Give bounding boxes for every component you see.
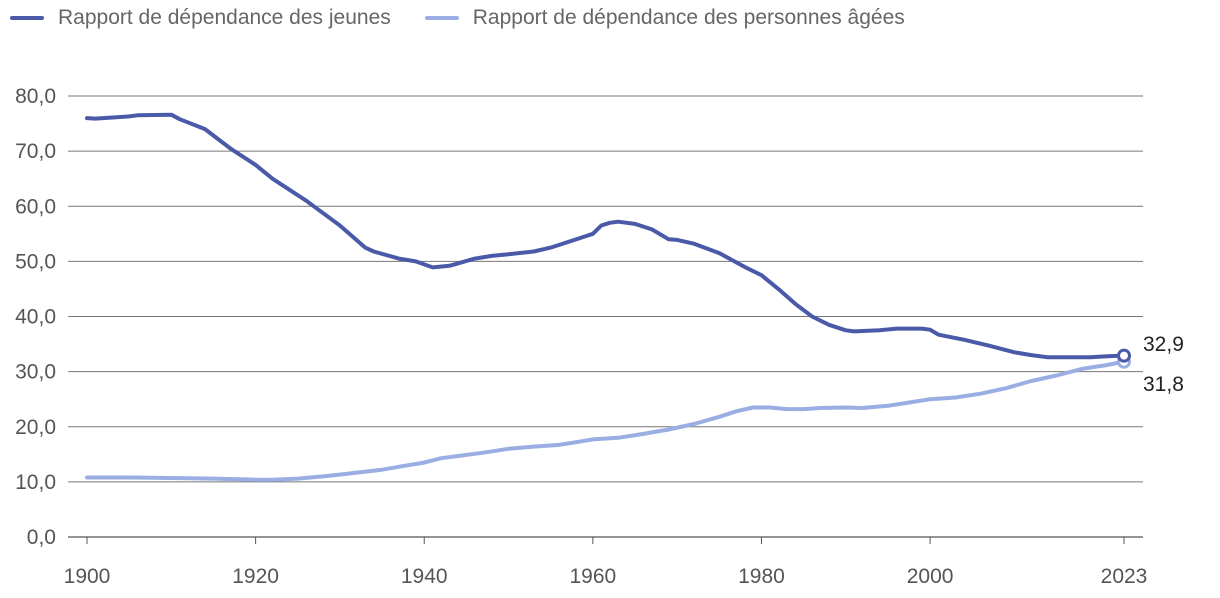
- chart-legend: Rapport de dépendance des jeunes Rapport…: [10, 6, 905, 30]
- y-tick-label: 20,0: [15, 416, 56, 439]
- x-tick-label: 2000: [907, 565, 954, 588]
- x-tick-label: 1960: [569, 565, 616, 588]
- end-label-youth: 32,9: [1143, 333, 1184, 356]
- x-tick-label: 1900: [64, 565, 111, 588]
- legend-item-youth[interactable]: Rapport de dépendance des jeunes: [10, 6, 391, 30]
- y-tick-label: 30,0: [15, 361, 56, 384]
- end-labels: 32,9 31,8: [1143, 333, 1184, 396]
- x-tick-label: 1980: [738, 565, 785, 588]
- y-tick-label: 50,0: [15, 250, 56, 273]
- legend-label-elderly: Rapport de dépendance des personnes âgée…: [472, 6, 905, 29]
- series-lines: [85, 112, 1131, 482]
- legend-swatch-youth: [10, 16, 44, 20]
- y-axis: 0,0 10,0 20,0 30,0 40,0 50,0 60,0 70,0 80,0: [15, 85, 56, 549]
- legend-item-elderly[interactable]: Rapport de dépendance des personnes âgée…: [424, 6, 905, 30]
- end-marker-youth[interactable]: [1117, 348, 1131, 363]
- end-label-elderly: 31,8: [1143, 373, 1184, 396]
- y-tick-label: 80,0: [15, 85, 56, 108]
- y-tick-label: 60,0: [15, 195, 56, 218]
- y-tick-label: 10,0: [15, 471, 56, 494]
- grid-lines: [68, 95, 1143, 538]
- series-line-elderly: [85, 359, 1126, 482]
- x-tick-label: 1940: [401, 565, 448, 588]
- y-tick-label: 0,0: [27, 526, 56, 549]
- series-line-youth: [85, 112, 1126, 360]
- x-tick-label: 1920: [232, 565, 279, 588]
- legend-swatch-elderly: [424, 16, 459, 20]
- legend-label-youth: Rapport de dépendance des jeunes: [58, 6, 391, 29]
- x-tick-label: 2023: [1101, 565, 1148, 588]
- y-tick-label: 70,0: [15, 140, 56, 163]
- x-axis: 1900 1920 1940 1960 1980 2000 2023: [64, 537, 1148, 588]
- y-tick-label: 40,0: [15, 306, 56, 329]
